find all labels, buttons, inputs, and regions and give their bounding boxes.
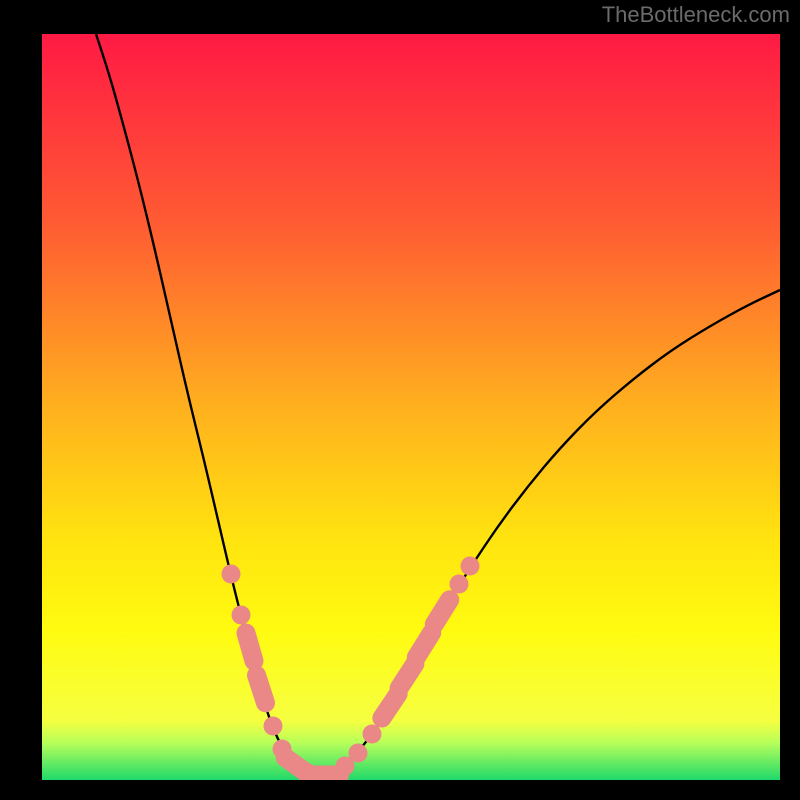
marker-capsule — [421, 587, 463, 638]
chart-svg-layer — [0, 0, 800, 800]
v-curve-line — [96, 34, 780, 774]
marker-capsule — [234, 621, 265, 672]
marker-dot — [222, 565, 241, 584]
marker-dot — [349, 744, 368, 763]
watermark-text: TheBottleneck.com — [602, 2, 790, 28]
curve-markers — [222, 557, 480, 788]
marker-dot — [461, 557, 480, 576]
chart-root: TheBottleneck.com — [0, 0, 800, 800]
marker-dot — [363, 725, 382, 744]
marker-dot — [232, 606, 251, 625]
marker-capsule — [245, 663, 278, 715]
marker-dot — [450, 575, 469, 594]
marker-dot — [264, 717, 283, 736]
